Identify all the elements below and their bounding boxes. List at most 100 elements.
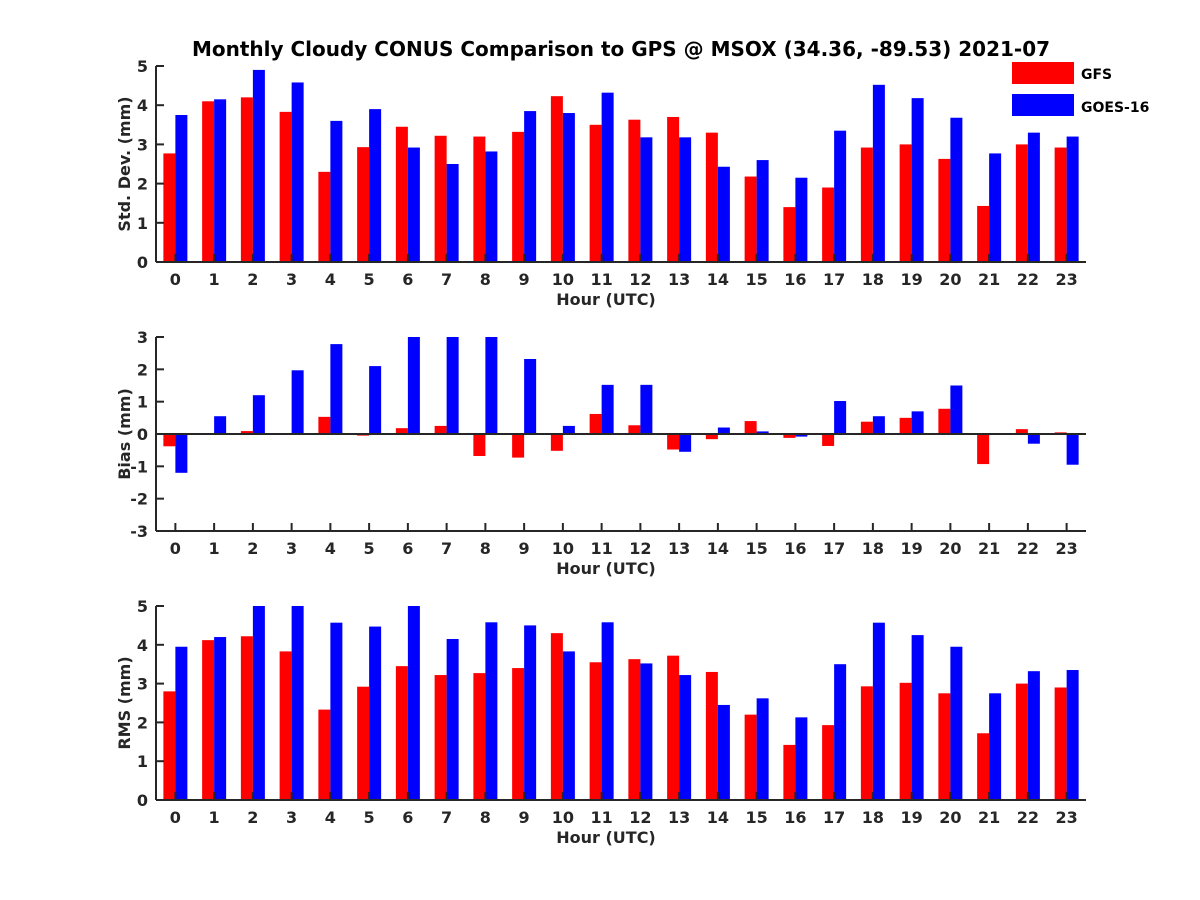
rms-bar-goes16-2 [252,606,265,800]
rms-y-tick-label: 3 [137,675,148,694]
rms-x-tick-label: 9 [519,808,530,827]
bias-bar-gfs-17 [822,434,835,446]
rms-bar-gfs-18 [860,686,873,800]
rms-bar-goes16-5 [369,626,382,800]
std-dev-bar-gfs-5 [357,147,370,262]
std-dev-bar-goes16-20 [950,117,963,263]
std-dev-bar-goes16-17 [834,130,847,262]
rms-bar-goes16-17 [834,664,847,800]
bias-bar-goes16-9 [524,358,537,434]
rms-x-tick-label: 11 [590,808,612,827]
rms-x-tick-label: 14 [707,808,729,827]
rms-bar-gfs-5 [357,686,370,800]
bias-x-tick-label: 21 [978,539,1000,558]
bias-x-tick-label: 7 [441,539,452,558]
rms-bar-goes16-11 [601,622,614,800]
std-dev-bar-gfs-17 [822,187,835,262]
bias-bar-goes16-17 [834,401,847,434]
bias-bar-goes16-7 [446,337,459,434]
bias-x-tick-label: 13 [668,539,690,558]
rms-bar-gfs-11 [589,662,602,800]
std-dev-bar-gfs-4 [318,171,331,262]
rms-bar-goes16-15 [756,698,769,800]
std-dev-y-tick-label: 4 [137,96,148,115]
std-dev-x-tick-label: 3 [286,270,297,289]
rms-bar-gfs-9 [512,668,525,800]
rms-y-tick-label: 0 [137,791,148,810]
std-dev-y-tick-label: 2 [137,175,148,194]
rms-bar-goes16-9 [524,625,537,800]
std-dev-bar-gfs-3 [279,111,292,262]
bias-x-tick-label: 10 [552,539,574,558]
bias-bar-goes16-8 [485,337,498,434]
bias-bar-gfs-15 [744,421,757,434]
bias-x-tick-label: 2 [247,539,258,558]
bias-x-axis-label: Hour (UTC) [556,559,656,578]
bias-bar-goes16-3 [291,370,304,434]
rms-bar-goes16-21 [989,693,1002,800]
rms-bar-gfs-23 [1054,687,1067,800]
std-dev-bar-goes16-0 [175,115,188,262]
bias-y-tick-label: 2 [137,360,148,379]
std-dev-x-tick-label: 9 [519,270,530,289]
rms-bar-goes16-0 [175,646,188,800]
bias-bar-goes16-12 [640,384,653,434]
rms-x-tick-label: 2 [247,808,258,827]
bias-bar-gfs-16 [783,434,796,438]
std-dev-bar-gfs-11 [589,124,602,262]
bias-y-tick-label: 3 [137,328,148,347]
bias-y-tick-label: -1 [130,457,148,476]
std-dev-x-tick-label: 11 [590,270,612,289]
bias-x-tick-label: 15 [745,539,767,558]
rms-x-tick-label: 4 [325,808,336,827]
bias-bar-gfs-14 [705,434,718,440]
std-dev-x-tick-label: 20 [939,270,961,289]
std-dev-bar-goes16-7 [446,164,459,262]
rms-x-tick-label: 22 [1017,808,1039,827]
rms-y-tick-label: 1 [137,752,148,771]
bias-x-tick-label: 0 [170,539,181,558]
rms-x-tick-label: 3 [286,808,297,827]
rms-x-tick-label: 10 [552,808,574,827]
bias-bar-gfs-8 [473,434,486,456]
rms-bar-goes16-14 [717,704,730,800]
std-dev-bar-goes16-16 [795,177,808,262]
std-dev-x-tick-label: 22 [1017,270,1039,289]
rms-x-tick-label: 21 [978,808,1000,827]
bias-y-axis-label: Bias (mm) [115,388,134,480]
std-dev-x-tick-label: 17 [823,270,845,289]
std-dev-x-tick-label: 19 [900,270,922,289]
std-dev-x-tick-label: 13 [668,270,690,289]
rms-x-tick-label: 12 [629,808,651,827]
std-dev-x-tick-label: 6 [402,270,413,289]
std-dev-x-tick-label: 21 [978,270,1000,289]
rms-x-tick-label: 8 [480,808,491,827]
bias-x-tick-label: 12 [629,539,651,558]
bias-x-tick-label: 19 [900,539,922,558]
std-dev-y-tick-label: 0 [137,253,148,272]
std-dev-y-axis-label: Std. Dev. (mm) [115,96,134,231]
rms-bar-goes16-3 [291,606,304,800]
rms-bar-goes16-6 [407,606,420,800]
rms-bar-gfs-17 [822,725,835,800]
std-dev-bar-gfs-20 [938,158,951,262]
std-dev-bar-goes16-11 [601,92,614,262]
std-dev-bar-gfs-18 [860,147,873,262]
std-dev-bar-goes16-19 [911,98,924,262]
rms-bar-goes16-10 [562,651,575,800]
std-dev-x-tick-label: 2 [247,270,258,289]
std-dev-bar-goes16-5 [369,109,382,263]
rms-bar-gfs-12 [628,659,641,800]
std-dev-bar-gfs-16 [783,207,796,262]
bias-x-tick-label: 8 [480,539,491,558]
std-dev-bar-gfs-21 [977,205,990,262]
bias-bar-goes16-4 [330,344,343,434]
rms-bar-goes16-13 [679,675,692,800]
bias-bar-gfs-20 [938,408,951,434]
std-dev-bar-goes16-9 [524,111,537,262]
bias-bar-gfs-9 [512,434,525,458]
rms-x-axis-label: Hour (UTC) [556,828,656,847]
bias-x-tick-label: 4 [325,539,336,558]
